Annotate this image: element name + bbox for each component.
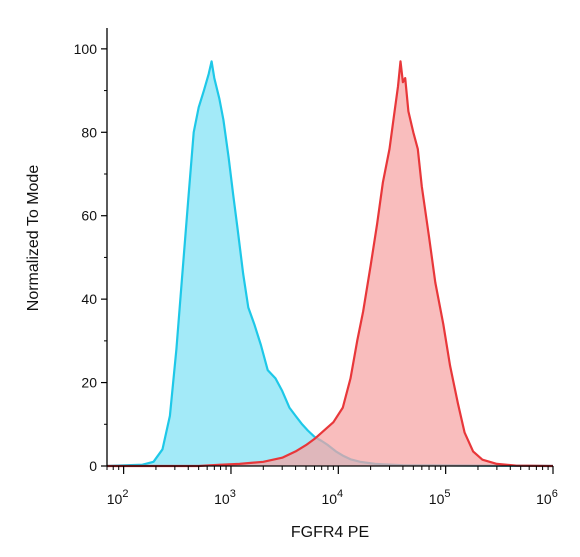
y-tick-label-20: 20 <box>81 375 97 391</box>
series-1-area <box>107 61 553 467</box>
x-tick-label-6: 106 <box>536 488 558 507</box>
series-layer <box>106 60 554 468</box>
y-tick-label-80: 80 <box>81 124 97 140</box>
x-tick-label-2: 102 <box>107 488 129 507</box>
y-tick-label-100: 100 <box>74 41 98 57</box>
x-axis-title: FGFR4 PE <box>291 524 369 541</box>
x-tick-label-4: 104 <box>321 488 343 507</box>
x-tick-label-3: 103 <box>214 488 236 507</box>
y-tick-label-0: 0 <box>89 458 97 474</box>
ticks-layer: 0 20 40 60 80 100 102 103 104 105 106 <box>74 41 558 507</box>
y-tick-label-60: 60 <box>81 208 97 224</box>
x-tick-label-5: 105 <box>429 488 451 507</box>
y-axis-title: Normalized To Mode <box>25 165 42 312</box>
series-2-area <box>107 61 553 467</box>
axes-layer <box>106 28 553 467</box>
series-2-line <box>107 60 554 468</box>
y-tick-label-40: 40 <box>81 291 97 307</box>
